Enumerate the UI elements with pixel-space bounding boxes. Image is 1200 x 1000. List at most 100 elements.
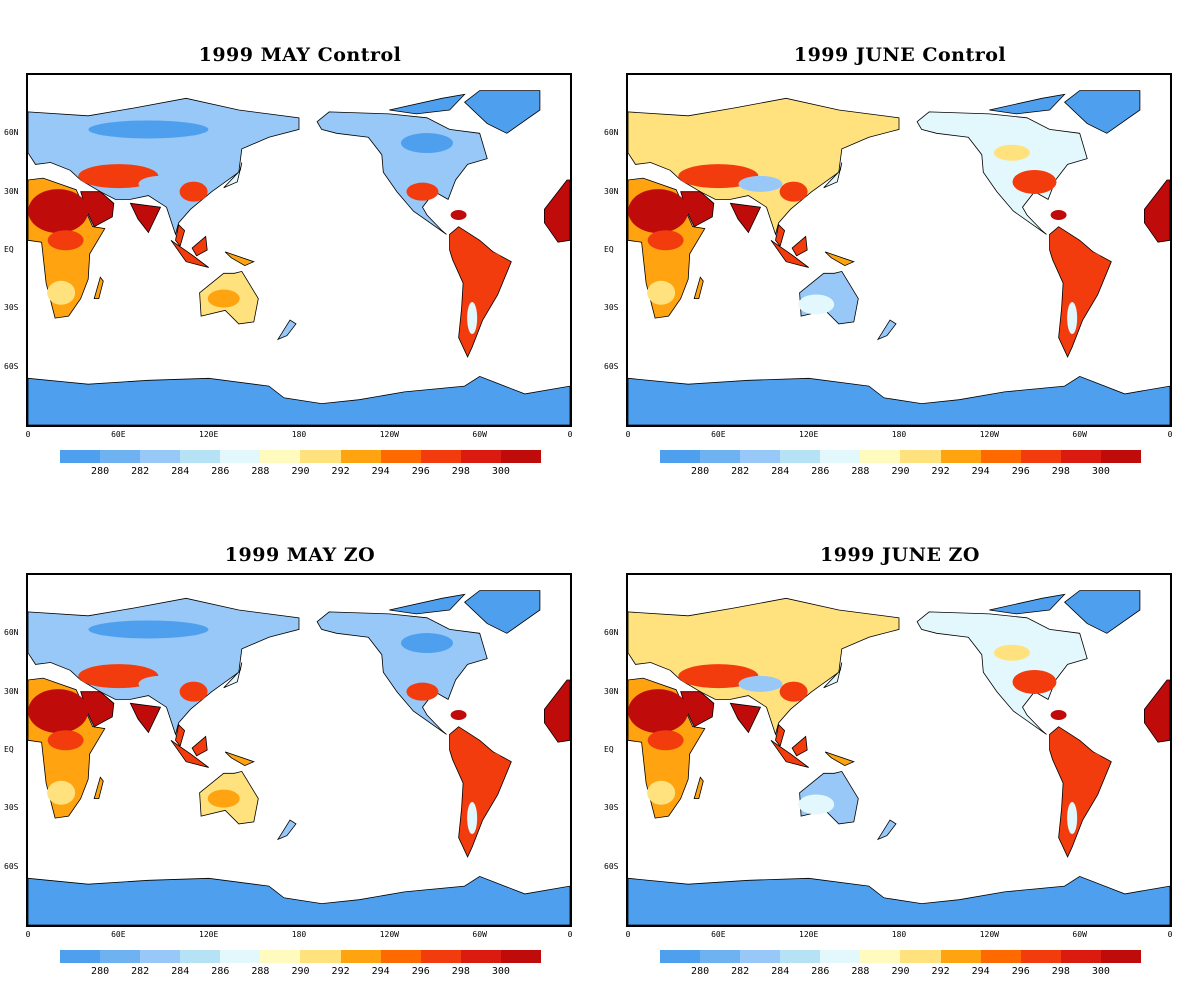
colorbar-swatch: [260, 450, 301, 463]
southern-africa-zone: [647, 780, 676, 805]
colorbar-tick-label: 282: [131, 466, 150, 477]
colorbar-swatch: [940, 450, 981, 463]
southeast-asia-landmass: [175, 723, 186, 747]
new-zealand-landmass: [876, 819, 897, 841]
new-zealand-landmass: [276, 319, 297, 341]
borneo-landmass: [791, 235, 808, 257]
colorbar: [60, 950, 541, 963]
sahara-hot-zone: [28, 189, 89, 234]
colorbar-tick-label: 290: [891, 966, 910, 977]
north-america-landmass: [916, 611, 1088, 735]
central-america-zone: [450, 210, 467, 220]
andes-cool-zone: [1067, 802, 1078, 835]
us-south-zone: [1012, 669, 1057, 694]
lat-tick-label: 60N: [4, 128, 19, 138]
colorbar-tick-label: 298: [1051, 466, 1070, 477]
colorbar-tick-label: 284: [771, 466, 790, 477]
southern-africa-zone: [47, 780, 76, 805]
japan-landmass: [223, 162, 243, 189]
colorbar-tick-label: 290: [291, 966, 310, 977]
map-canvas: [28, 590, 570, 925]
lon-tick-label: 0: [25, 930, 31, 939]
central-asia-zone: [78, 164, 159, 189]
andes-cool-zone: [1067, 302, 1078, 335]
colorbar-tick-label: 284: [771, 966, 790, 977]
map-plot: [626, 573, 1172, 927]
lon-tick-label: 0: [625, 430, 631, 439]
india-landmass: [729, 202, 762, 234]
central-america-zone: [1050, 210, 1067, 220]
colorbar-labels: 280 282 284 286 288 290 292 294 296 298 300: [60, 466, 541, 478]
arctic-islands: [389, 593, 466, 615]
colorbar-tick-label: 282: [131, 966, 150, 977]
lat-tick-label: 30S: [4, 803, 19, 813]
japan-landmass: [823, 162, 843, 189]
mexico-zone: [406, 682, 439, 701]
china-zone: [779, 181, 808, 202]
sahara-hot-zone: [628, 189, 689, 234]
lat-tick-label: 30N: [604, 186, 619, 196]
canada-prairie-zone: [993, 644, 1030, 661]
colorbar-tick-label: 294: [971, 466, 990, 477]
canada-prairie-zone: [993, 144, 1030, 161]
colorbar-tick-label: 290: [891, 466, 910, 477]
colorbar-swatch: [1020, 950, 1061, 963]
colorbar-tick-label: 296: [1011, 966, 1030, 977]
lat-tick-label: 60N: [4, 628, 19, 638]
lon-tick-label: 60W: [1072, 930, 1087, 939]
colorbar-tick-label: 288: [851, 466, 870, 477]
siberia-warm-zone: [688, 634, 809, 653]
us-south-zone: [1012, 169, 1057, 194]
lon-tick-label: 60E: [111, 930, 126, 939]
arctic-islands: [389, 93, 466, 115]
colorbar-swatch: [380, 450, 421, 463]
japan-landmass: [223, 662, 243, 689]
amazon-zone: [469, 251, 506, 280]
colorbar-swatch: [700, 450, 741, 463]
lon-tick-label: 180: [291, 930, 307, 939]
colorbar-tick-label: 290: [291, 466, 310, 477]
new-guinea-landmass: [224, 251, 255, 267]
panel-may-zo: 1999 MAY ZO 60N 30N EQ 30S 60S 0 60E 120E 180 120…: [0, 500, 600, 1000]
panel-may-control: 1999 MAY Control 60N 30N EQ 30S 60S 0 60E 120E 1…: [0, 0, 600, 500]
colorbar-swatch: [860, 450, 901, 463]
colorbar-tick-label: 296: [411, 966, 430, 977]
lat-tick-label: 30N: [4, 686, 19, 696]
tibet-cold-zone: [738, 675, 783, 692]
australia-cool-zone: [798, 294, 835, 315]
australia-warm-zone: [207, 789, 240, 808]
colorbar-tick-label: 298: [451, 966, 470, 977]
colorbar-tick-label: 296: [411, 466, 430, 477]
amazon-zone: [1069, 751, 1106, 780]
colorbar: [660, 450, 1141, 463]
colorbar-swatch: [1060, 950, 1101, 963]
greenland-landmass: [1063, 90, 1141, 134]
tibet-cold-zone: [138, 175, 183, 192]
colorbar-tick-label: 298: [451, 466, 470, 477]
central-asia-zone: [678, 164, 759, 189]
colorbar-swatch: [1100, 950, 1141, 963]
lat-tick-label: EQ: [4, 245, 14, 254]
colorbar-swatch: [660, 450, 701, 463]
lat-tick-label: EQ: [604, 745, 614, 754]
colorbar-tick-label: 292: [931, 966, 950, 977]
north-america-landmass: [916, 111, 1088, 235]
japan-landmass: [823, 662, 843, 689]
greenland-landmass: [463, 90, 541, 134]
colorbar-tick-label: 288: [251, 466, 270, 477]
china-zone: [779, 681, 808, 702]
panel-title: 1999 JUNE Control: [793, 44, 1007, 66]
map-canvas: [628, 590, 1170, 925]
colorbar-swatch: [380, 950, 421, 963]
lon-tick-label: 120W: [379, 930, 399, 939]
lon-tick-label: 0: [1167, 930, 1173, 939]
colorbar-swatch: [500, 450, 541, 463]
indonesia-landmass: [770, 239, 809, 268]
lon-tick-label: 60W: [472, 430, 487, 439]
colorbar-tick-label: 292: [931, 466, 950, 477]
colorbar-swatch: [300, 450, 341, 463]
canada-cold-zone: [400, 633, 453, 654]
indonesia-landmass: [770, 739, 809, 768]
colorbar-swatch: [780, 450, 821, 463]
colorbar-tick-label: 300: [1091, 466, 1110, 477]
